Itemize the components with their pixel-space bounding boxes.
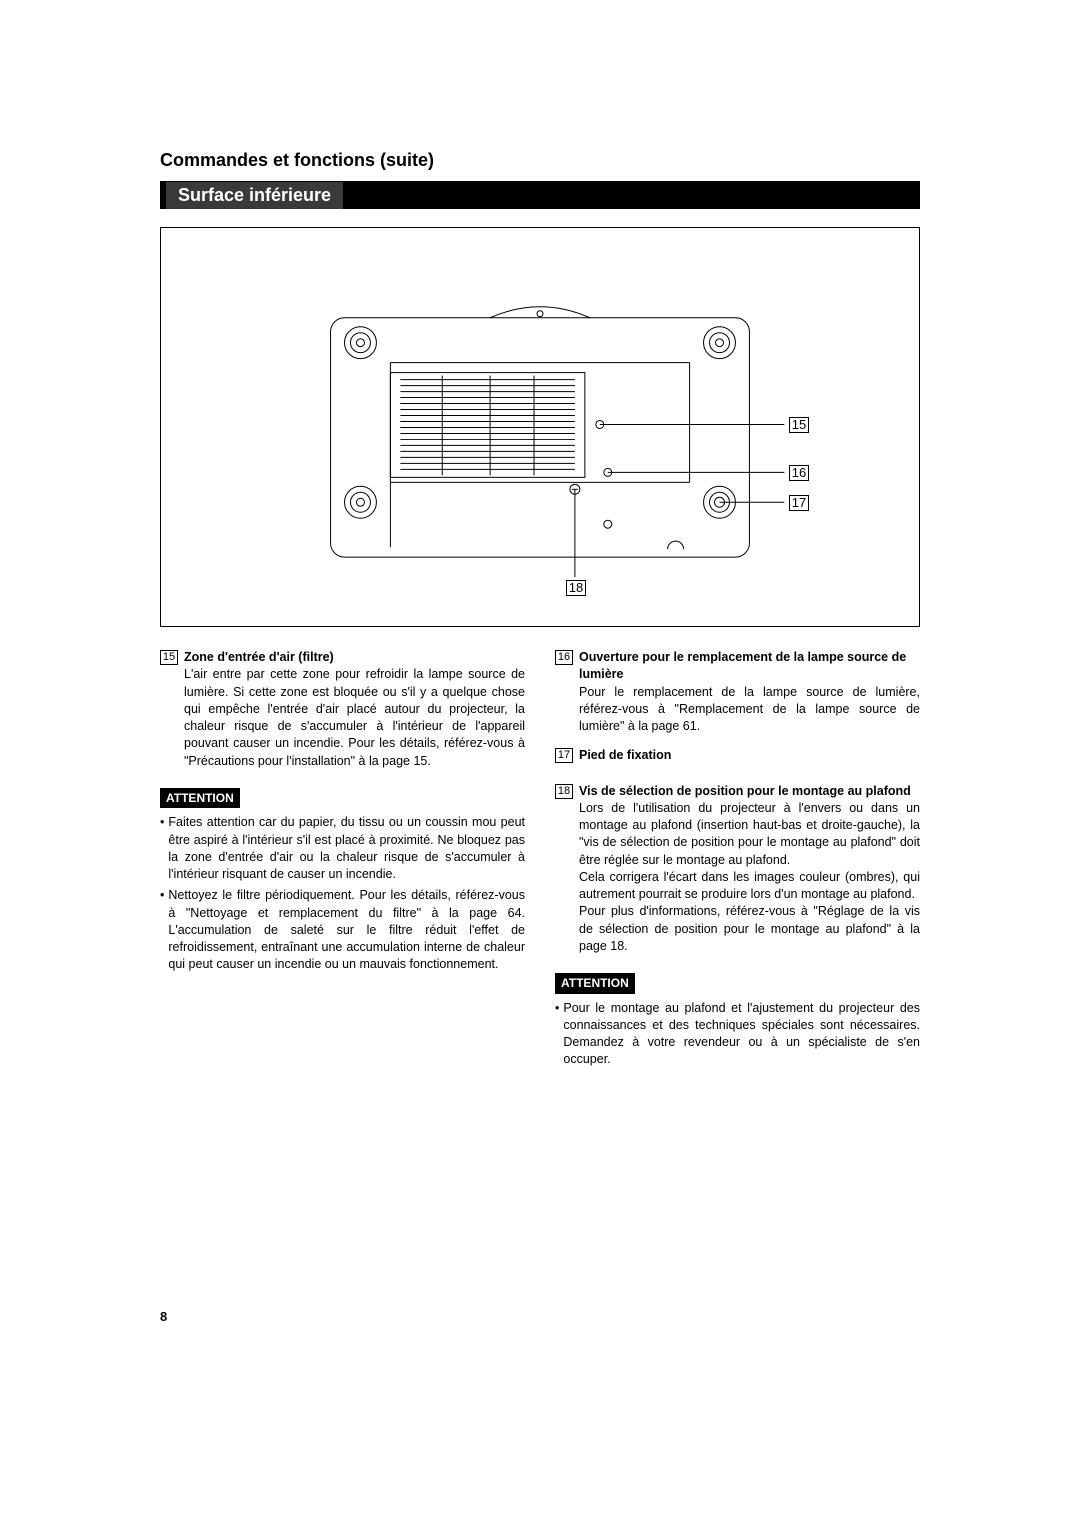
left-bullet-2: Nettoyez le filtre périodiquement. Pour … <box>168 887 525 973</box>
left-bullets: •Faites attention car du papier, du tiss… <box>160 814 525 973</box>
right-bullet-1: Pour le montage au plafond et l'ajusteme… <box>563 1000 920 1069</box>
item-18-body3: Pour plus d'informations, référez-vous à… <box>579 903 920 955</box>
bullet-dot-icon: • <box>160 887 164 973</box>
bullet-dot-icon: • <box>160 814 164 883</box>
right-bullets: •Pour le montage au plafond et l'ajustem… <box>555 1000 920 1069</box>
item-15-body: L'air entre par cette zone pour refroidi… <box>184 666 525 770</box>
right-column: 16 Ouverture pour le remplacement de la … <box>555 649 920 1073</box>
bullet-dot-icon: • <box>555 1000 559 1069</box>
item-16-body: Pour le remplacement de la lampe source … <box>579 684 920 736</box>
item-17-title: Pied de fixation <box>579 747 671 764</box>
callout-18: 18 <box>566 580 586 596</box>
item-15: 15 Zone d'entrée d'air (filtre) L'air en… <box>160 649 525 770</box>
item-18-title: Vis de sélection de position pour le mon… <box>579 783 911 800</box>
item-15-title: Zone d'entrée d'air (filtre) <box>184 649 334 666</box>
callout-15: 15 <box>789 417 809 433</box>
item-17-num: 17 <box>555 748 573 763</box>
item-16: 16 Ouverture pour le remplacement de la … <box>555 649 920 735</box>
item-18-num: 18 <box>555 784 573 799</box>
item-18: 18 Vis de sélection de position pour le … <box>555 783 920 956</box>
item-17: 17 Pied de fixation <box>555 747 920 764</box>
callout-16: 16 <box>789 465 809 481</box>
section-bar: Surface inférieure <box>160 181 920 209</box>
left-column: 15 Zone d'entrée d'air (filtre) L'air en… <box>160 649 525 1073</box>
item-16-num: 16 <box>555 650 573 665</box>
section-bar-label: Surface inférieure <box>166 182 343 209</box>
item-18-body1: Lors de l'utilisation du projecteur à l'… <box>579 800 920 869</box>
attention-label-left: ATTENTION <box>160 788 240 809</box>
item-15-num: 15 <box>160 650 178 665</box>
item-18-body2: Cela corrigera l'écart dans les images c… <box>579 869 920 904</box>
page-title: Commandes et fonctions (suite) <box>160 150 920 171</box>
left-bullet-1: Faites attention car du papier, du tissu… <box>168 814 525 883</box>
bottom-surface-diagram: 15 16 17 18 <box>160 227 920 627</box>
description-columns: 15 Zone d'entrée d'air (filtre) L'air en… <box>160 649 920 1073</box>
page-number: 8 <box>160 1309 167 1324</box>
attention-label-right: ATTENTION <box>555 973 635 994</box>
callout-17: 17 <box>789 495 809 511</box>
item-16-title: Ouverture pour le remplacement de la lam… <box>579 649 920 684</box>
